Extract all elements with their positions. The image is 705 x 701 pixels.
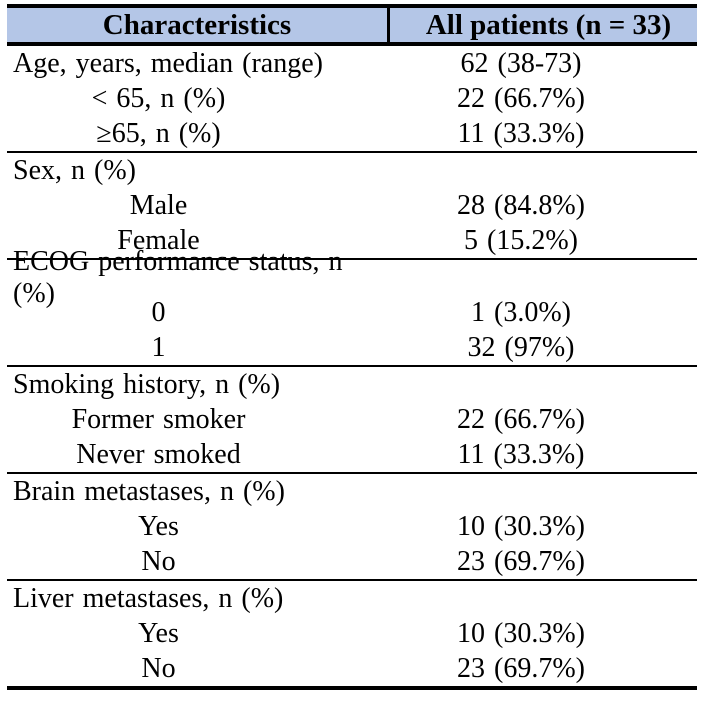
row-value: 10 (30.3%): [457, 510, 585, 542]
section-smoking: Smoking history, n (%) Former smoker 22 …: [7, 365, 697, 472]
row-label: Sex, n (%): [13, 154, 136, 186]
row-value: 10 (30.3%): [457, 617, 585, 649]
table-row: Male 28 (84.8%): [7, 188, 697, 223]
table-row: 0 1 (3.0%): [7, 295, 697, 330]
table-row: Liver metastases, n (%): [7, 581, 697, 616]
table-header-row: Characteristics All patients (n = 33): [7, 8, 697, 46]
table-row: 1 32 (97%): [7, 330, 697, 365]
row-value: 32 (97%): [467, 331, 575, 363]
row-label: Yes: [138, 617, 179, 649]
table-row: Age, years, median (range) 62 (38-73): [7, 46, 697, 81]
row-value: 23 (69.7%): [457, 545, 585, 577]
header-all-patients: All patients (n = 33): [425, 8, 672, 41]
row-label: < 65, n (%): [91, 82, 226, 114]
table-row: < 65, n (%) 22 (66.7%): [7, 81, 697, 116]
characteristics-table: Characteristics All patients (n = 33) Ag…: [7, 4, 697, 690]
section-ecog: ECOG performance status, n (%) 0 1 (3.0%…: [7, 246, 697, 365]
table-row: Brain metastases, n (%): [7, 474, 697, 509]
table-row: ECOG performance status, n (%): [7, 246, 697, 309]
header-characteristics: Characteristics: [7, 8, 390, 42]
table-row: Yes 10 (30.3%): [7, 509, 697, 544]
table-row: Sex, n (%): [7, 153, 697, 188]
row-label: Brain metastases, n (%): [13, 475, 285, 507]
row-label: Smoking history, n (%): [13, 368, 281, 400]
row-label: Former smoker: [71, 403, 246, 435]
section-brain-metastases: Brain metastases, n (%) Yes 10 (30.3%) N…: [7, 472, 697, 579]
table-row: Never smoked 11 (33.3%): [7, 437, 697, 472]
row-label: Age, years, median (range): [13, 47, 323, 79]
row-label: Male: [129, 189, 188, 221]
section-age: Age, years, median (range) 62 (38-73) < …: [7, 46, 697, 151]
section-sex: Sex, n (%) Male 28 (84.8%) Female 5 (15.…: [7, 151, 697, 258]
table-row: Yes 10 (30.3%): [7, 616, 697, 651]
row-value: 62 (38-73): [460, 47, 582, 79]
table-row: Former smoker 22 (66.7%): [7, 402, 697, 437]
row-label: 1: [151, 331, 166, 363]
row-value: 5 (15.2%): [464, 224, 578, 256]
table-row: No 23 (69.7%): [7, 544, 697, 579]
row-value: 11 (33.3%): [457, 438, 585, 470]
row-value: 28 (84.8%): [457, 189, 585, 221]
row-value: 11 (33.3%): [457, 117, 585, 149]
row-label: No: [141, 652, 176, 684]
row-label: Yes: [138, 510, 179, 542]
table-row: Smoking history, n (%): [7, 367, 697, 402]
table-row: Female 5 (15.2%): [7, 223, 697, 258]
row-value: 23 (69.7%): [457, 652, 585, 684]
row-value: 22 (66.7%): [457, 82, 585, 114]
table-row: ≥65, n (%) 11 (33.3%): [7, 116, 697, 151]
row-label: ECOG performance status, n (%): [13, 245, 343, 309]
row-label: Never smoked: [76, 438, 241, 470]
section-liver-metastases: Liver metastases, n (%) Yes 10 (30.3%) N…: [7, 579, 697, 686]
row-label: ≥65, n (%): [96, 117, 221, 149]
row-label: Liver metastases, n (%): [13, 582, 284, 614]
row-label: 0: [151, 296, 166, 328]
row-label: No: [141, 545, 176, 577]
row-value: 1 (3.0%): [471, 296, 571, 328]
table-row: No 23 (69.7%): [7, 651, 697, 686]
row-value: 22 (66.7%): [457, 403, 585, 435]
row-label: Female: [117, 224, 200, 256]
